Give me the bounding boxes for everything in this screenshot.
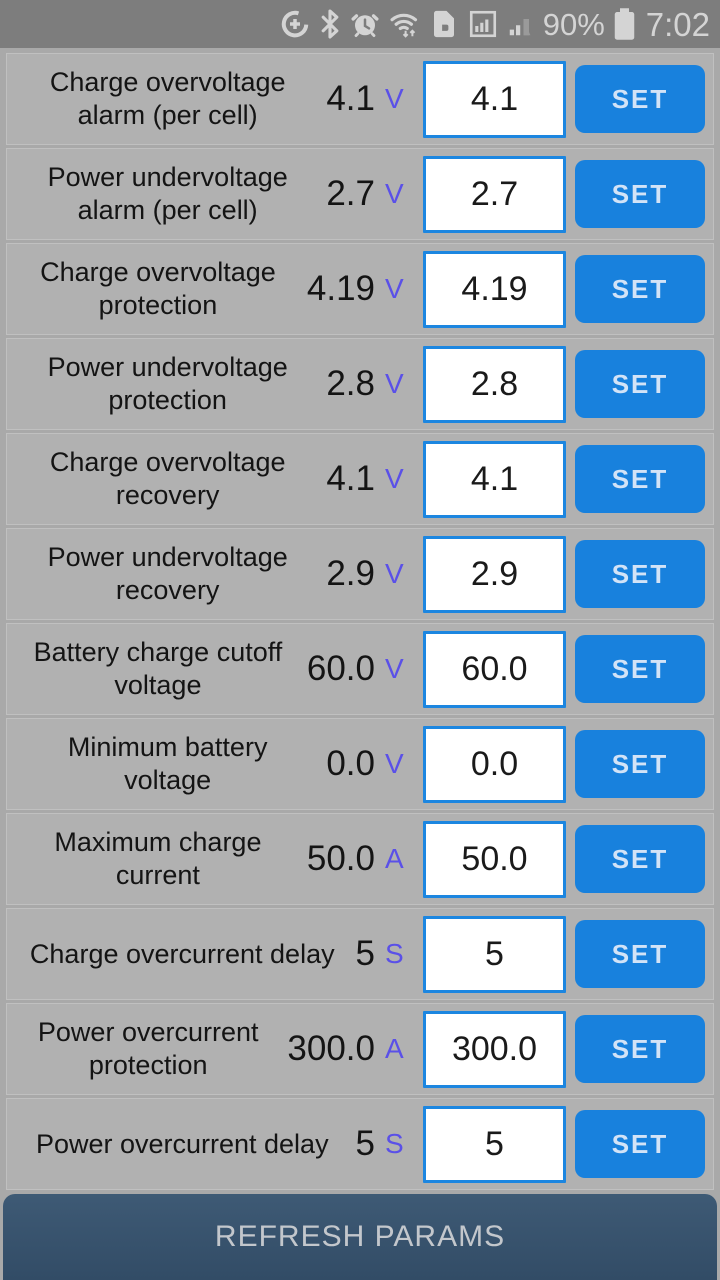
signal-strength-icon	[508, 9, 534, 39]
data-saver-icon	[280, 9, 310, 39]
set-button[interactable]: SET	[575, 635, 705, 703]
param-row: Battery charge cutoff voltage 60.0 V SET	[6, 623, 714, 715]
set-button[interactable]: SET	[575, 445, 705, 513]
param-current-value: 5	[355, 1124, 375, 1163]
param-input[interactable]	[423, 820, 566, 898]
param-current-value: 60.0	[306, 649, 375, 688]
param-label: Power undervoltage alarm (per cell)	[47, 162, 288, 225]
param-current-value: 4.1	[326, 79, 375, 118]
param-unit: V	[385, 178, 404, 209]
param-label: Charge overcurrent delay	[29, 938, 335, 969]
param-input[interactable]	[423, 60, 566, 138]
param-label: Minimum battery voltage	[67, 732, 268, 795]
param-current-value: 5	[355, 934, 375, 973]
param-input[interactable]	[423, 1010, 566, 1088]
param-label: Maximum charge current	[54, 827, 262, 890]
param-unit: V	[385, 748, 404, 779]
param-current-value: 50.0	[306, 839, 375, 878]
param-label: Charge overvoltage recovery	[49, 447, 286, 510]
param-row: Power undervoltage alarm (per cell) 2.7 …	[6, 148, 714, 240]
param-row: Power undervoltage protection 2.8 V SET	[6, 338, 714, 430]
set-button[interactable]: SET	[575, 920, 705, 988]
param-row: Charge overcurrent delay 5 S SET	[6, 908, 714, 1000]
param-row: Power overcurrent protection 300.0 A SET	[6, 1003, 714, 1095]
param-row: Charge overvoltage recovery 4.1 V SET	[6, 433, 714, 525]
param-row: Minimum battery voltage 0.0 V SET	[6, 718, 714, 810]
param-unit: V	[385, 653, 404, 684]
wifi-icon	[389, 9, 421, 39]
set-button[interactable]: SET	[575, 1015, 705, 1083]
param-current-value: 2.9	[326, 554, 375, 593]
param-current-value: 300.0	[287, 1029, 375, 1068]
set-button[interactable]: SET	[575, 825, 705, 893]
set-button[interactable]: SET	[575, 350, 705, 418]
param-unit: A	[385, 1033, 404, 1064]
param-input[interactable]	[423, 1105, 566, 1183]
param-label: Power overcurrent delay	[35, 1128, 329, 1159]
param-input[interactable]	[423, 155, 566, 233]
param-unit: V	[385, 368, 404, 399]
set-button[interactable]: SET	[575, 730, 705, 798]
param-input[interactable]	[423, 345, 566, 423]
set-button[interactable]: SET	[575, 65, 705, 133]
mobile-signal-icon	[467, 9, 499, 39]
param-row: Power overcurrent delay 5 S SET	[6, 1098, 714, 1190]
param-input[interactable]	[423, 725, 566, 803]
battery-icon	[614, 8, 635, 40]
param-unit: V	[385, 463, 404, 494]
alarm-icon	[350, 9, 380, 39]
param-current-value: 2.7	[326, 174, 375, 213]
param-label: Battery charge cutoff voltage	[33, 637, 283, 700]
param-input[interactable]	[423, 630, 566, 708]
param-unit: S	[385, 1128, 404, 1159]
set-button[interactable]: SET	[575, 255, 705, 323]
param-unit: A	[385, 843, 404, 874]
battery-percent: 90%	[542, 6, 605, 42]
param-label: Charge overvoltage alarm (per cell)	[49, 67, 286, 130]
param-input[interactable]	[423, 915, 566, 993]
param-list: Charge overvoltage alarm (per cell) 4.1 …	[0, 48, 720, 1190]
param-row: Maximum charge current 50.0 A SET	[6, 813, 714, 905]
set-button[interactable]: SET	[575, 540, 705, 608]
param-label: Power undervoltage protection	[47, 352, 288, 415]
param-unit: V	[385, 558, 404, 589]
param-unit: V	[385, 83, 404, 114]
param-current-value: 4.19	[306, 269, 375, 308]
set-button[interactable]: SET	[575, 1110, 705, 1178]
clock: 7:02	[645, 5, 710, 43]
set-button[interactable]: SET	[575, 160, 705, 228]
param-label: Charge overvoltage protection	[40, 257, 276, 320]
param-row: Charge overvoltage protection 4.19 V SET	[6, 243, 714, 335]
bluetooth-icon	[319, 9, 341, 39]
param-row: Charge overvoltage alarm (per cell) 4.1 …	[6, 53, 714, 145]
param-label: Power overcurrent protection	[37, 1017, 259, 1080]
param-input[interactable]	[423, 535, 566, 613]
param-input[interactable]	[423, 250, 566, 328]
param-input[interactable]	[423, 440, 566, 518]
refresh-params-button[interactable]: REFRESH PARAMS	[3, 1194, 717, 1280]
status-bar: 90% 7:02	[0, 0, 720, 48]
param-current-value: 0.0	[326, 744, 375, 783]
param-current-value: 4.1	[326, 459, 375, 498]
param-unit: V	[385, 273, 404, 304]
param-current-value: 2.8	[326, 364, 375, 403]
param-unit: S	[385, 938, 404, 969]
param-row: Power undervoltage recovery 2.9 V SET	[6, 528, 714, 620]
sim-card-icon	[430, 9, 458, 39]
param-label: Power undervoltage recovery	[47, 542, 288, 605]
